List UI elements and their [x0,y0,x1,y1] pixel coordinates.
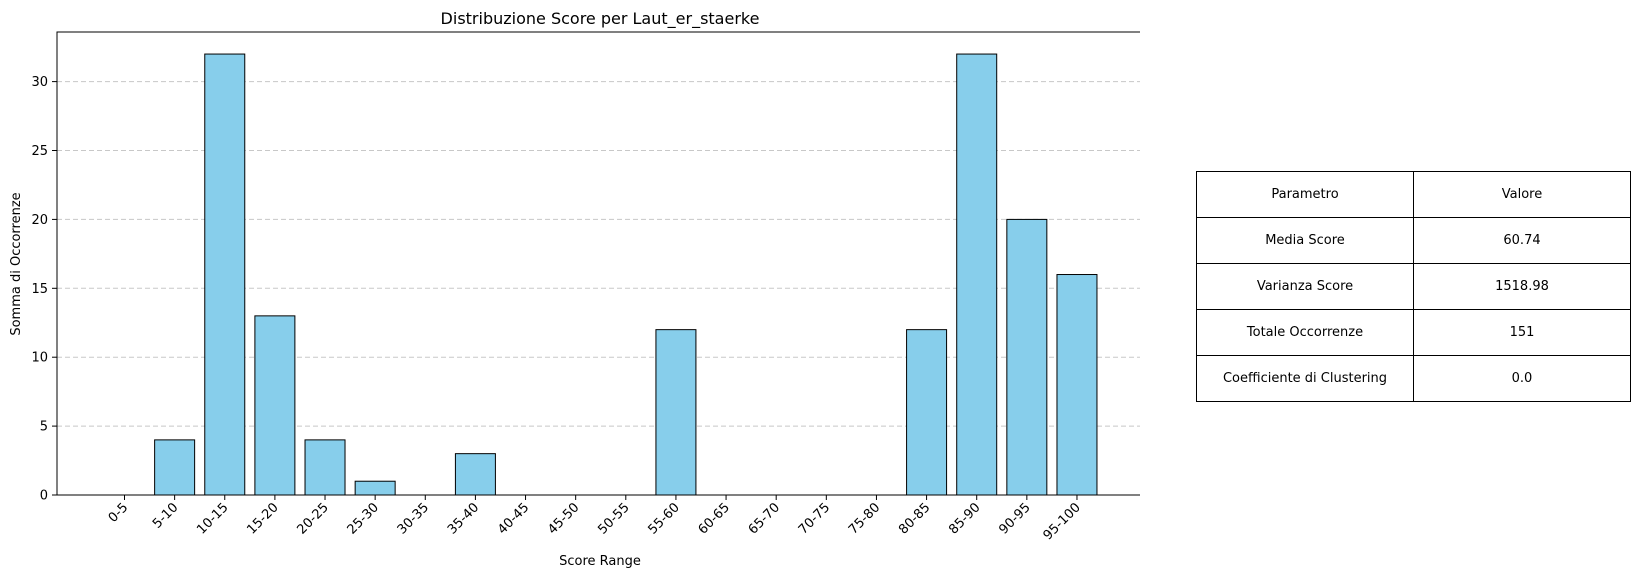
x-tick-label: 90-95 [996,500,1033,537]
bar [1056,274,1098,496]
x-tick-label: 15-20 [244,500,281,537]
x-axis-ticks: 0-5 5-10 10-15 15-20 20-25 25-30 30-35 35-40 40-… [106,495,1084,543]
bar [655,329,697,496]
bar [454,453,496,496]
y-tick-label: 30 [31,75,48,90]
bar-chart: Distribuzione Score per Laut_er_staerke … [9,9,1140,569]
bars [154,53,1098,496]
table-row: Media Score 60.74 [1196,217,1631,264]
x-tick-label: 45-50 [545,500,582,537]
bar [254,315,296,496]
x-axis-title: Score Range [559,554,641,569]
y-tick-label: 15 [31,282,48,297]
y-axis-title: Somma di Occorrenze [9,192,24,335]
stats-table: Parametro Valore Media Score 60.74 Varia… [1196,171,1631,402]
plot-frame [56,31,1140,496]
table-cell: 151 [1413,309,1631,356]
y-tick-label: 20 [31,213,48,228]
x-tick-label: 55-60 [645,500,682,537]
y-tick-label: 5 [40,420,48,435]
table-cell: Media Score [1196,217,1414,264]
bar [1006,218,1048,496]
x-tick-label: 5-10 [150,500,181,531]
x-tick-label: 50-55 [595,500,632,537]
chart-title: Distribuzione Score per Laut_er_staerke [441,9,760,29]
x-tick-label: 70-75 [796,500,833,537]
y-tick-label: 10 [31,351,48,366]
table-cell: Coefficiente di Clustering [1196,355,1414,402]
bar [906,329,948,496]
x-tick-label: 0-5 [106,500,132,526]
x-tick-label: 20-25 [295,500,332,537]
bar [304,439,346,496]
y-axis-ticks: 0 5 10 15 20 25 30 [31,75,57,504]
table-row: Totale Occorrenze 151 [1196,309,1631,356]
bar [154,439,196,496]
table-cell: 60.74 [1413,217,1631,264]
x-tick-label: 60-65 [696,500,733,537]
x-tick-label: 75-80 [846,500,883,537]
x-tick-label: 80-85 [896,500,933,537]
bar [956,53,998,496]
table-cell: Varianza Score [1196,263,1414,310]
table-row: Coefficiente di Clustering 0.0 [1196,355,1631,402]
table-row: Varianza Score 1518.98 [1196,263,1631,310]
x-tick-label: 35-40 [445,500,482,537]
table-cell: Totale Occorrenze [1196,309,1414,356]
x-tick-label: 95-100 [1041,500,1084,543]
x-tick-label: 25-30 [345,500,382,537]
x-tick-label: 10-15 [194,500,231,537]
table-cell: 1518.98 [1413,263,1631,310]
x-tick-label: 30-35 [395,500,432,537]
x-tick-label: 65-70 [746,500,783,537]
bar [204,53,246,496]
table-header-cell: Parametro [1196,171,1414,218]
y-tick-label: 0 [40,489,48,504]
y-tick-label: 25 [31,144,48,159]
table-cell: 0.0 [1413,355,1631,402]
x-tick-label: 40-45 [495,500,532,537]
x-tick-label: 85-90 [946,500,983,537]
table-header-cell: Valore [1413,171,1631,218]
table-header-row: Parametro Valore [1196,171,1631,218]
bar [354,480,396,496]
